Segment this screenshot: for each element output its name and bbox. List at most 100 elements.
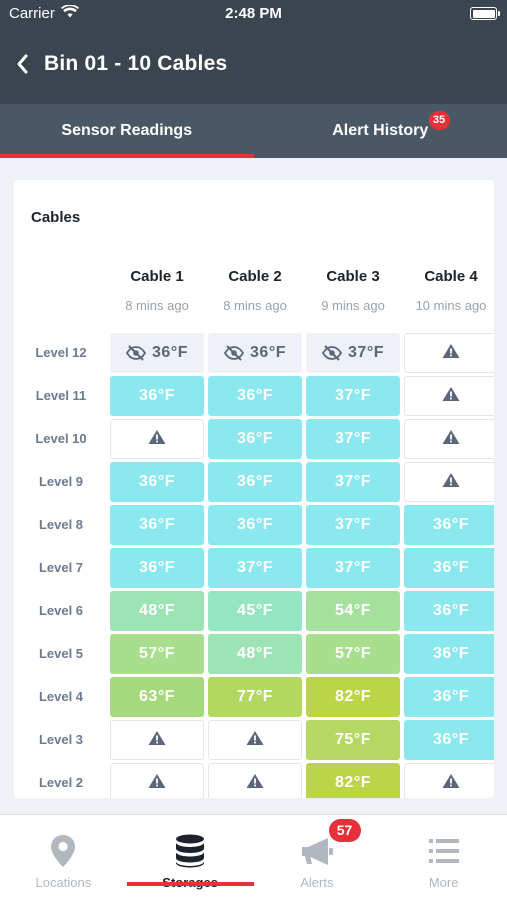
reading-value: 48°F [139, 602, 175, 619]
level-label: Level 5 [38, 646, 84, 661]
reading-cell[interactable]: 36°F [404, 720, 494, 760]
reading-cell[interactable]: 37°F [306, 462, 400, 502]
reading-cell[interactable]: 36°F [404, 505, 494, 545]
reading-cell[interactable]: 77°F [208, 677, 302, 717]
reading-value: 36°F [433, 602, 469, 619]
nav-label: Locations [35, 875, 92, 890]
reading-cell-alert[interactable] [110, 763, 204, 798]
reading-cell[interactable]: 37°F [208, 548, 302, 588]
column-header: Cable 1 8 mins ago [110, 268, 204, 313]
cable-updated: 10 mins ago [415, 298, 487, 313]
level-label: Level 2 [38, 775, 84, 790]
reading-cell[interactable]: 36°F [404, 634, 494, 674]
level-label: Level 4 [38, 689, 84, 704]
page-title: Bin 01 - 10 Cables [44, 52, 228, 75]
alerts-count-badge: 57 [328, 819, 361, 842]
reading-cell[interactable]: 75°F [306, 720, 400, 760]
carrier-label: Carrier [9, 5, 55, 22]
level-label: Level 6 [38, 603, 84, 618]
reading-value: 36°F [433, 731, 469, 748]
reading-cell[interactable]: 37°F [306, 419, 400, 459]
reading-cell-alert[interactable] [404, 376, 494, 416]
reading-cell-alert[interactable] [208, 763, 302, 798]
cable-name: Cable 1 [130, 268, 184, 285]
reading-value: 36°F [433, 688, 469, 705]
reading-cell[interactable]: 36°F [110, 505, 204, 545]
reading-value: 36°F [237, 473, 273, 490]
battery-icon [470, 7, 500, 20]
reading-cell-alert[interactable] [110, 720, 204, 760]
nav-more[interactable]: More [380, 815, 507, 900]
reading-cell[interactable]: 36°F [110, 462, 204, 502]
reading-value: 36°F [152, 344, 188, 361]
warning-icon [442, 343, 460, 364]
reading-cell-offline[interactable]: 37°F [306, 333, 400, 373]
eye-slash-icon [224, 345, 245, 361]
nav-label: Alerts [300, 875, 334, 890]
tab-alert-history[interactable]: Alert History 35 [254, 104, 507, 158]
reading-value: 48°F [237, 645, 273, 662]
reading-cell[interactable]: 36°F [208, 419, 302, 459]
cable-updated: 9 mins ago [321, 298, 385, 313]
reading-value: 36°F [237, 430, 273, 447]
reading-cell-alert[interactable] [404, 462, 494, 502]
reading-cell[interactable]: 36°F [208, 505, 302, 545]
reading-cell[interactable]: 57°F [306, 634, 400, 674]
back-button[interactable] [16, 54, 36, 78]
reading-cell[interactable]: 36°F [404, 591, 494, 631]
reading-value: 37°F [335, 387, 371, 404]
level-label: Level 9 [38, 474, 84, 489]
reading-cell[interactable]: 36°F [208, 462, 302, 502]
reading-cell[interactable]: 37°F [306, 376, 400, 416]
reading-cell-offline[interactable]: 36°F [208, 333, 302, 373]
reading-cell-alert[interactable] [404, 419, 494, 459]
reading-value: 75°F [335, 731, 371, 748]
warning-icon [148, 773, 166, 794]
level-label: Level 11 [35, 388, 87, 403]
warning-icon [148, 429, 166, 450]
reading-value: 36°F [433, 559, 469, 576]
reading-cell-alert[interactable] [404, 763, 494, 798]
reading-cell[interactable]: 36°F [110, 376, 204, 416]
nav-alerts[interactable]: Alerts 57 [254, 815, 381, 900]
reading-value: 36°F [237, 387, 273, 404]
status-time: 2:48 PM [225, 5, 282, 22]
tab-label: Alert History [332, 122, 429, 139]
reading-cell[interactable]: 36°F [404, 677, 494, 717]
reading-cell[interactable]: 54°F [306, 591, 400, 631]
reading-cell[interactable]: 57°F [110, 634, 204, 674]
cables-card: Cables Cable 1 8 mins ago Cable 2 8 mins ag… [14, 180, 494, 798]
reading-value: 63°F [139, 688, 175, 705]
reading-cell[interactable]: 37°F [306, 548, 400, 588]
reading-cell[interactable]: 48°F [208, 634, 302, 674]
nav-storages[interactable]: Storages [126, 815, 254, 900]
reading-cell[interactable]: 36°F [404, 548, 494, 588]
reading-cell[interactable]: 37°F [306, 505, 400, 545]
reading-value: 36°F [237, 516, 273, 533]
nav-label: Storages [162, 875, 218, 890]
reading-cell-alert[interactable] [110, 419, 204, 459]
reading-cell[interactable]: 48°F [110, 591, 204, 631]
reading-cell[interactable]: 82°F [306, 677, 400, 717]
reading-cell[interactable]: 36°F [208, 376, 302, 416]
eye-slash-icon [322, 345, 343, 361]
reading-value: 36°F [139, 473, 175, 490]
reading-cell[interactable]: 36°F [110, 548, 204, 588]
tab-label: Sensor Readings [61, 122, 193, 139]
reading-cell[interactable]: 45°F [208, 591, 302, 631]
reading-value: 77°F [237, 688, 273, 705]
level-label: Level 3 [38, 732, 84, 747]
reading-cell-offline[interactable]: 36°F [110, 333, 204, 373]
reading-cell-alert[interactable] [208, 720, 302, 760]
cable-name: Cable 4 [424, 268, 478, 285]
reading-cell[interactable]: 63°F [110, 677, 204, 717]
tab-sensor-readings[interactable]: Sensor Readings [0, 104, 254, 158]
bottom-tab-bar: Locations Storages Alerts 57 More [0, 814, 507, 900]
nav-locations[interactable]: Locations [0, 815, 127, 900]
column-header: Cable 2 8 mins ago [208, 268, 302, 313]
column-header: Cable 4 10 mins ago [404, 268, 494, 313]
reading-cell-alert[interactable] [404, 333, 494, 373]
reading-value: 37°F [335, 559, 371, 576]
reading-value: 36°F [139, 387, 175, 404]
reading-cell[interactable]: 82°F [306, 763, 400, 798]
